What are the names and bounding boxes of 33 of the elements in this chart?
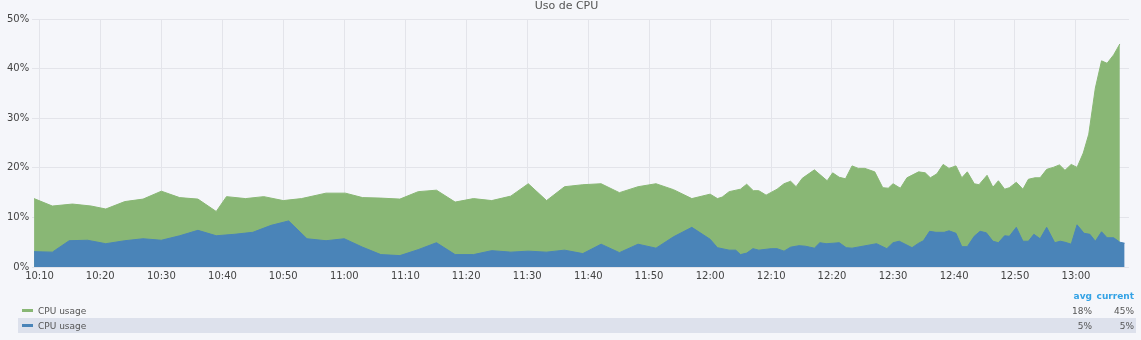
y-tick-label: 10% <box>6 211 30 223</box>
x-tick-label: 12:10 <box>756 269 786 281</box>
y-tick-label: 0% <box>13 260 30 272</box>
chart-title: Uso de CPU <box>534 0 599 13</box>
text: avg <box>1072 290 1092 301</box>
legend-label: CPU usage <box>38 305 88 316</box>
x-tick-label: 11:00 <box>329 269 359 281</box>
x-tick-label: 10:50 <box>268 269 298 281</box>
x-tick-label: 12:40 <box>939 269 969 281</box>
y-tick-label: 40% <box>6 62 30 74</box>
x-tick-label: 11:10 <box>390 269 420 281</box>
x-tick-label: 12:20 <box>817 269 847 281</box>
x-tick-label: 12:30 <box>878 269 908 281</box>
x-tick-label: 10:30 <box>146 269 176 281</box>
x-tick-label: 10:10 <box>25 269 54 281</box>
text: 18% <box>1071 305 1092 316</box>
text: 5% <box>1076 320 1092 331</box>
x-tick-label: 11:40 <box>573 269 603 281</box>
text: current <box>1095 290 1134 301</box>
x-tick-label: 10:20 <box>85 269 115 281</box>
x-tick-label: 13:00 <box>1061 269 1091 281</box>
x-tick-label: 11:50 <box>634 269 664 281</box>
x-tick-label: 11:30 <box>512 269 542 281</box>
y-tick-label: 30% <box>6 111 30 123</box>
text: 45% <box>1113 305 1134 316</box>
x-tick-label: 10:40 <box>208 269 237 281</box>
x-tick-label: 11:20 <box>451 269 481 281</box>
x-tick-label: 12:00 <box>695 269 725 281</box>
x-tick-label: 12:50 <box>1000 269 1030 281</box>
y-tick-label: 20% <box>6 161 30 173</box>
legend-label: CPU usage <box>38 320 88 331</box>
text: 5% <box>1118 320 1134 331</box>
y-tick-label: 50% <box>6 12 30 24</box>
